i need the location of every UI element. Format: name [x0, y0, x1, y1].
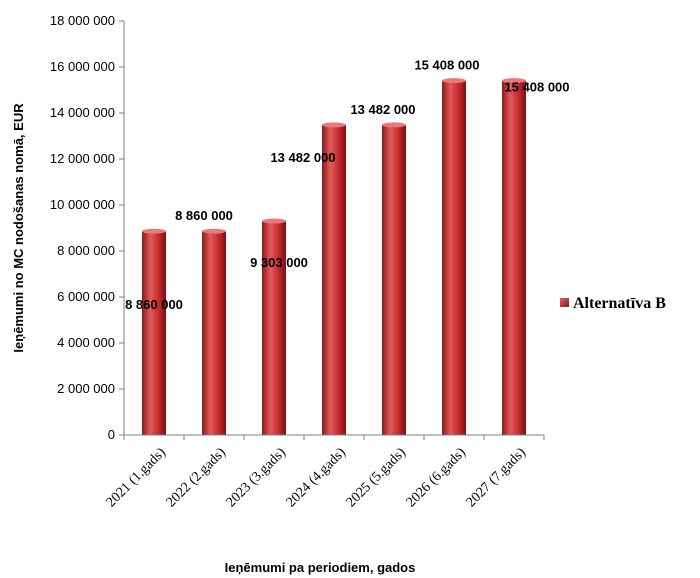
bar-cap [382, 122, 406, 128]
y-tick-label: 16 000 000 [50, 59, 115, 74]
legend: Alternatīva B [560, 295, 666, 312]
x-tick-label: 2027 (7.gads) [464, 445, 529, 510]
bar-cap [142, 228, 166, 234]
bar [382, 124, 406, 435]
data-label: 9 303 000 [250, 255, 308, 270]
bar [202, 231, 226, 435]
bar-cap [442, 78, 466, 84]
data-label: 15 408 000 [504, 80, 569, 95]
data-label: 13 482 000 [270, 150, 335, 165]
bar [142, 231, 166, 435]
y-axis-ticks: 0 2 000 000 4 000 000 6 000 000 8 000 000 10 … [50, 13, 545, 442]
bar [262, 221, 286, 435]
bar [502, 80, 526, 435]
y-axis-title: Ieņēmumi no MC nodošanas nomā, EUR [11, 103, 26, 353]
x-tick-label: 2026 (6.gads) [404, 445, 469, 510]
bars [142, 78, 526, 435]
y-tick-label: 12 000 000 [50, 151, 115, 166]
data-label: 8 860 000 [125, 297, 183, 312]
bar-cap [262, 218, 286, 224]
x-tick-label: 2021 (1.gads) [104, 445, 169, 510]
x-axis-title: Ieņēmumi pa periodiem, gados [225, 560, 416, 575]
y-tick-label: 14 000 000 [50, 105, 115, 120]
bar [322, 124, 346, 435]
y-tick-label: 4 000 000 [57, 335, 115, 350]
legend-swatch [560, 298, 569, 307]
x-tick-label: 2023 (3.gads) [224, 445, 289, 510]
y-tick-label: 6 000 000 [57, 289, 115, 304]
bar-cap [202, 228, 226, 234]
bar [442, 80, 466, 435]
data-label: 13 482 000 [350, 102, 415, 117]
x-tick-label: 2024 (4.gads) [284, 445, 349, 510]
legend-label: Alternatīva B [573, 295, 666, 312]
bar-cap [322, 122, 346, 128]
bar-cap [502, 78, 526, 84]
x-tick-label: 2025 (5.gads) [344, 445, 409, 510]
y-tick-label: 18 000 000 [50, 13, 115, 28]
x-axis-labels: 2021 (1.gads)2022 (2.gads)2023 (3.gads)2… [104, 445, 529, 510]
data-label: 15 408 000 [414, 58, 479, 73]
x-tick-label: 2022 (2.gads) [164, 445, 229, 510]
y-tick-label: 8 000 000 [57, 243, 115, 258]
y-tick-label: 10 000 000 [50, 197, 115, 212]
data-label: 8 860 000 [175, 208, 233, 223]
y-tick-label: 2 000 000 [57, 381, 115, 396]
data-labels: 8 860 000 8 860 000 9 303 000 13 482 000 13 … [125, 58, 569, 313]
y-tick-label: 0 [108, 427, 115, 442]
